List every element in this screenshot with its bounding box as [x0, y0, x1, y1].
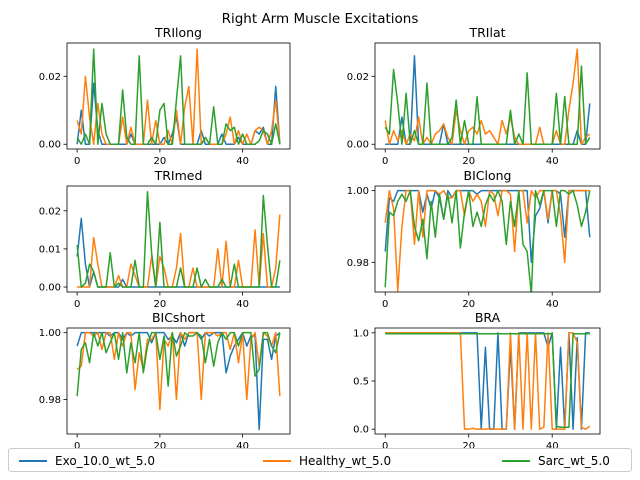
- series-group: [76, 190, 281, 288]
- x-tick-label: 40: [236, 156, 249, 167]
- x-tick-label: 0: [74, 441, 80, 452]
- x-tick-label: 20: [462, 156, 475, 167]
- y-tick-label: 0.02: [39, 72, 61, 83]
- y-tick-label: 0.00: [39, 283, 61, 294]
- x-tick-label: 40: [546, 156, 559, 167]
- y-tick-label: 0.98: [347, 258, 369, 269]
- x-tick-label: 40: [236, 441, 249, 452]
- plot-frame: [66, 42, 291, 150]
- subplot-title: TRImed: [154, 168, 203, 183]
- x-tick-label: 40: [546, 299, 559, 310]
- series-line-sarc: [384, 189, 591, 292]
- series-line-exo: [76, 82, 281, 145]
- y-tick-label: 1.00: [347, 186, 369, 197]
- x-tick-label: 0: [382, 299, 388, 310]
- legend-label-sarc: Sarc_wt_5.0: [538, 454, 610, 468]
- x-tick-label: 0: [382, 156, 388, 167]
- y-tick-label: 1.0: [353, 328, 369, 339]
- legend-swatch-healthy: [263, 460, 291, 462]
- subplot-BICshort: 0 20 40 0.98 1.00 BICshort: [39, 310, 291, 452]
- plot-frame: [66, 185, 291, 293]
- y-tick-label: 1.00: [39, 328, 61, 339]
- y-tick-label: 0.01: [39, 244, 61, 255]
- legend-swatch-sarc: [502, 460, 530, 462]
- series-line-sarc: [76, 190, 281, 288]
- figure-title: Right Arm Muscle Excitations: [222, 11, 419, 27]
- x-tick-label: 0: [382, 441, 388, 452]
- x-tick-label: 20: [154, 441, 167, 452]
- x-tick-label: 40: [546, 441, 559, 452]
- series-line-sarc: [76, 331, 281, 397]
- subplot-title: BICshort: [152, 310, 205, 325]
- x-tick-label: 40: [236, 299, 249, 310]
- subplot-TRIlat: 0 20 40 0.00 0.02 TRIlat: [347, 25, 601, 167]
- subplot-BRA: 0 20 40 0.0 0.5 1.0 BRA: [353, 310, 601, 452]
- series-group: [76, 48, 281, 145]
- legend-label-healthy: Healthy_wt_5.0: [299, 454, 392, 468]
- series-group: [76, 331, 281, 431]
- series-group: [384, 48, 591, 145]
- series-line-healthy: [385, 332, 591, 430]
- series-line-sarc: [384, 65, 591, 145]
- y-tick-label: 0.02: [347, 72, 369, 83]
- series-line-healthy: [384, 189, 590, 292]
- legend-label-exo: Exo_10.0_wt_5.0: [55, 454, 155, 468]
- legend-entry-healthy: Healthy_wt_5.0: [263, 453, 391, 469]
- legend: Exo_10.0_wt_5.0 Healthy_wt_5.0 Sarc_wt_5…: [8, 448, 632, 472]
- series-line-exo: [76, 331, 281, 431]
- legend-swatch-exo: [19, 460, 47, 462]
- y-tick-label: 0.02: [39, 206, 61, 217]
- series-line-healthy: [76, 48, 281, 145]
- x-tick-label: 0: [74, 299, 80, 310]
- y-tick-label: 0.98: [39, 395, 61, 406]
- series-line-sarc: [76, 48, 281, 145]
- subplot-TRImed: 0 20 40 0.00 0.01 0.02 TRImed: [39, 168, 291, 310]
- legend-entry-sarc: Sarc_wt_5.0: [502, 453, 610, 469]
- legend-entry-exo: Exo_10.0_wt_5.0: [19, 453, 155, 469]
- plot-frame: [374, 185, 601, 293]
- x-tick-label: 20: [462, 299, 475, 310]
- series-line-exo: [385, 332, 590, 430]
- subplot-TRIlong: 0 20 40 0.00 0.02 TRIlong: [39, 25, 291, 167]
- plot-frame: [66, 327, 291, 435]
- subplot-title: TRIlong: [154, 25, 202, 40]
- series-line-healthy: [384, 48, 591, 145]
- series-line-sarc: [385, 333, 590, 428]
- subplot-BIClong: 0 20 40 0.98 1.00 BIClong: [347, 168, 601, 310]
- series-line-healthy: [76, 331, 281, 411]
- y-tick-label: 0.5: [353, 377, 369, 388]
- y-tick-label: 0.0: [353, 425, 369, 436]
- x-tick-label: 20: [154, 156, 167, 167]
- x-tick-label: 20: [462, 441, 475, 452]
- subplot-title: TRIlat: [468, 25, 505, 40]
- y-tick-label: 0.00: [347, 140, 369, 151]
- series-group: [384, 189, 591, 292]
- series-group: [385, 332, 591, 430]
- x-tick-label: 20: [154, 299, 167, 310]
- plot-frame: [374, 42, 601, 150]
- subplot-title: BIClong: [464, 168, 512, 183]
- subplot-title: BRA: [475, 310, 501, 325]
- x-tick-label: 0: [74, 156, 80, 167]
- y-tick-label: 0.00: [39, 140, 61, 151]
